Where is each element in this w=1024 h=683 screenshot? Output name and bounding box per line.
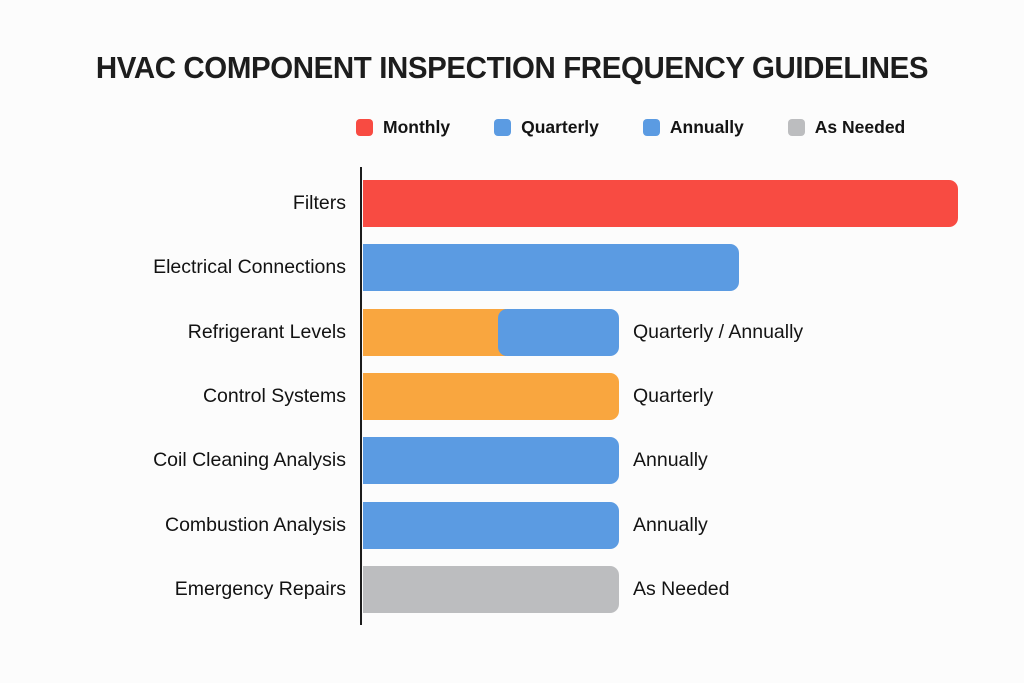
bar-annotation: Annually — [633, 514, 708, 536]
legend-label: As Needed — [814, 117, 906, 137]
category-label: Emergency Repairs — [174, 578, 346, 600]
bar-annotation: Annually — [633, 449, 708, 471]
category-label: Filters — [292, 192, 346, 214]
bar-segment-orange — [363, 373, 619, 420]
chart-row-electrical-connections: Electrical Connections — [0, 244, 1024, 291]
bar-track — [363, 244, 1024, 291]
bar-track — [363, 566, 1024, 613]
legend-item-as-needed: As Needed — [787, 117, 906, 138]
bar-annotation: As Needed — [633, 578, 730, 600]
bar-annotation: Quarterly / Annually — [633, 321, 804, 343]
bar-segment-orange — [363, 309, 506, 356]
bar-segment-gray — [363, 566, 619, 613]
category-label: Refrigerant Levels — [187, 321, 346, 343]
bar-segment-blue — [498, 309, 619, 356]
legend-item-quarterly: Quarterly — [494, 117, 599, 138]
bar-track — [363, 309, 1024, 356]
bar-segment-blue — [363, 437, 619, 484]
legend-swatch-quarterly-icon — [494, 119, 512, 136]
legend: Monthly Quarterly Annually As Needed — [356, 117, 905, 138]
legend-item-annually: Annually — [642, 117, 744, 138]
legend-swatch-monthly-icon — [356, 119, 373, 136]
chart-row-coil-cleaning-analysis: Coil Cleaning Analysis Annually — [0, 437, 1024, 484]
bar-track — [363, 437, 1024, 484]
legend-swatch-annually-icon — [642, 119, 660, 136]
category-label: Combustion Analysis — [164, 514, 346, 536]
bar-segment-blue — [363, 244, 739, 291]
chart-row-emergency-repairs: Emergency Repairs As Needed — [0, 566, 1024, 613]
y-axis-line — [360, 167, 362, 625]
bar-track — [363, 180, 1024, 227]
legend-label: Annually — [669, 117, 744, 137]
chart-row-filters: Filters — [0, 180, 1024, 227]
bar-track — [363, 373, 1024, 420]
chart-title: HVAC COMPONENT INSPECTION FREQUENCY GUID… — [95, 50, 929, 85]
category-label: Electrical Connections — [153, 256, 346, 278]
legend-label: Quarterly — [521, 117, 599, 137]
category-label: Control Systems — [202, 385, 346, 407]
bar-segment-red — [363, 180, 958, 227]
legend-item-monthly: Monthly — [356, 117, 450, 138]
legend-label: Monthly — [383, 117, 451, 137]
chart-row-control-systems: Control Systems Quarterly — [0, 373, 1024, 420]
bar-segment-blue — [363, 502, 619, 549]
bar-track — [363, 502, 1024, 549]
legend-swatch-as-needed-icon — [787, 119, 805, 136]
chart-row-refrigerant-levels: Refrigerant Levels Quarterly / Annually — [0, 309, 1024, 356]
chart-row-combustion-analysis: Combustion Analysis Annually — [0, 502, 1024, 549]
category-label: Coil Cleaning Analysis — [153, 449, 346, 471]
bar-annotation: Quarterly — [633, 385, 714, 407]
